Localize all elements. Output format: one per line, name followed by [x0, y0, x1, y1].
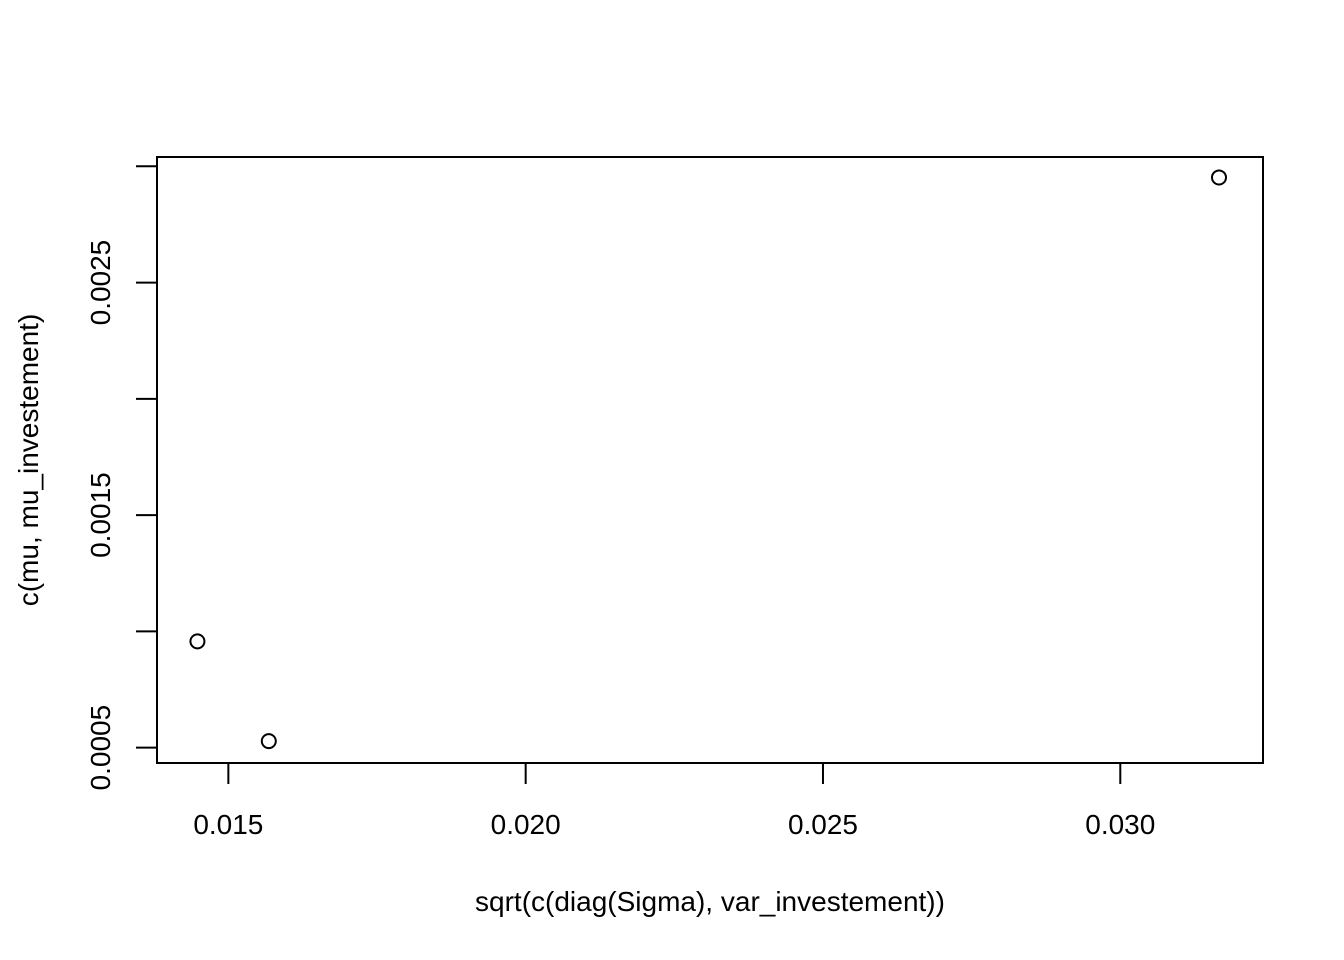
data-points	[189, 169, 1227, 750]
y-tick-label: 0.0005	[85, 705, 116, 791]
x-axis: 0.015 0.020 0.025 0.030	[193, 762, 1155, 840]
plot-frame	[156, 156, 1264, 764]
data-point	[189, 633, 206, 650]
y-tick-label: 0.0025	[85, 240, 116, 326]
x-tick-label: 0.025	[788, 809, 858, 840]
data-point	[260, 733, 277, 750]
x-axis-title: sqrt(c(diag(Sigma), var_investement))	[475, 886, 945, 917]
x-tick-label: 0.020	[491, 809, 561, 840]
y-tick-label: 0.0015	[85, 472, 116, 558]
data-point	[1210, 169, 1227, 186]
y-axis: 0.0005 0.0015 0.0025	[85, 165, 158, 791]
x-tick-label: 0.015	[193, 809, 263, 840]
x-tick-label: 0.030	[1085, 809, 1155, 840]
y-axis-title: c(mu, mu_investement)	[13, 314, 44, 607]
